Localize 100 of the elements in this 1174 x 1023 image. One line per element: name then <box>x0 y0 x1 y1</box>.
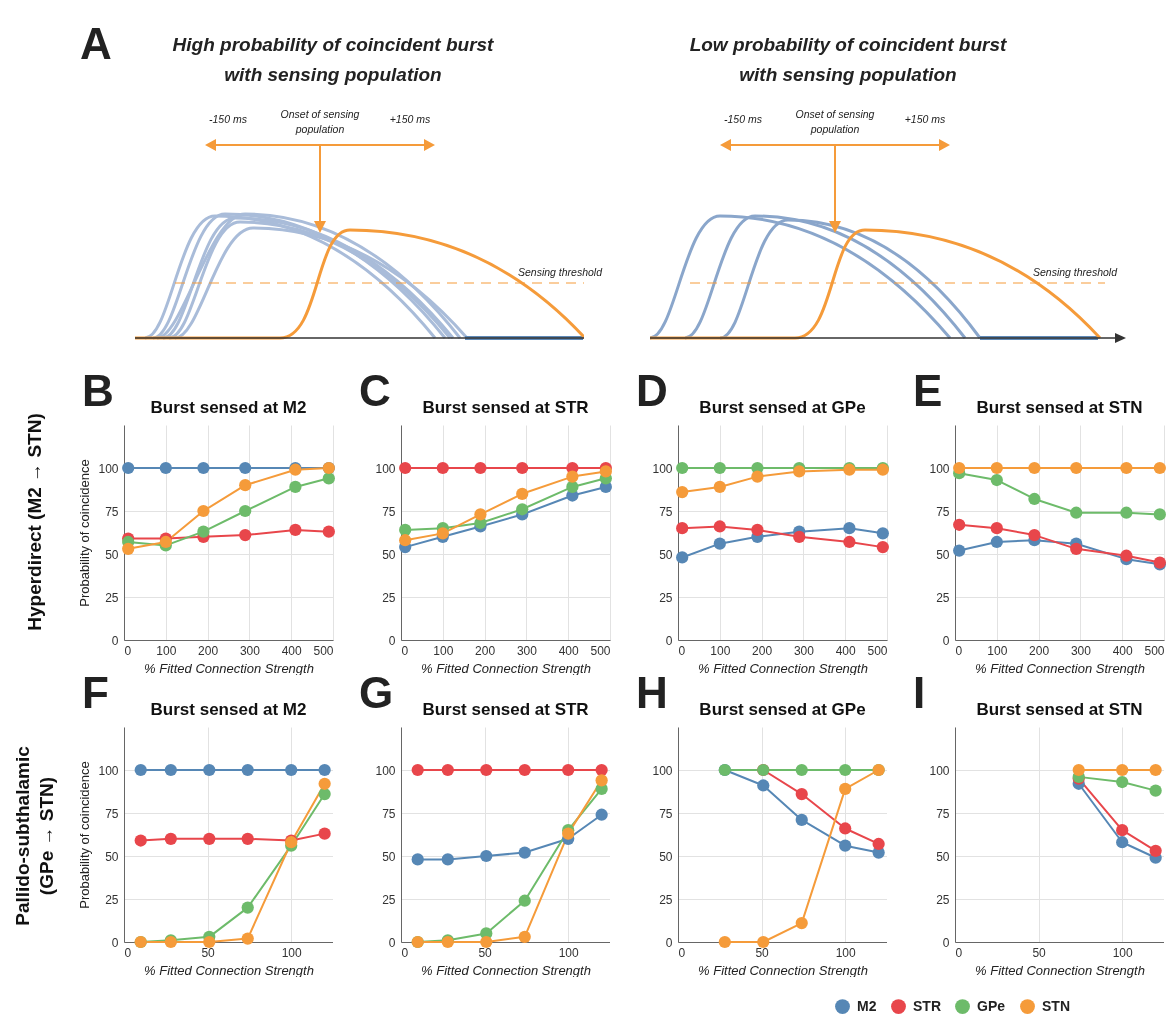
y-axis-title: Probability of coincidence <box>77 761 93 909</box>
x-tick-label: 100 <box>156 643 177 658</box>
y-tick-label: 100 <box>652 763 673 778</box>
x-tick-label: 100 <box>710 643 731 658</box>
y-tick-label: 50 <box>105 547 119 562</box>
y-tick-label: 50 <box>659 547 673 562</box>
y-tick-label: 75 <box>659 806 673 821</box>
y-tick-label: 50 <box>382 849 396 864</box>
text: B <box>82 366 114 415</box>
y-tick-label: 0 <box>111 935 119 950</box>
legend-label: STR <box>913 997 941 1014</box>
text: -150 ms <box>208 112 248 127</box>
x-tick-label: 0 <box>678 643 686 658</box>
legend-label: STN <box>1042 997 1070 1014</box>
x-tick-label: 500 <box>590 643 611 658</box>
y-tick-label: 100 <box>375 763 396 778</box>
y-tick-label: 0 <box>942 633 950 648</box>
y-tick-label: 25 <box>382 892 396 907</box>
y-tick-label: 0 <box>388 935 396 950</box>
chart-title: Burst sensed at GPe <box>699 398 866 417</box>
x-tick-label: 50 <box>201 945 216 960</box>
y-tick-label: 0 <box>665 935 673 950</box>
x-axis-title: % Fitted Connection Strength <box>144 660 314 676</box>
chart-title: Burst sensed at GPe <box>699 700 866 719</box>
x-tick-label: 50 <box>478 945 493 960</box>
y-tick-label: 25 <box>936 590 950 605</box>
y-tick-label: 50 <box>659 849 673 864</box>
chart-title: Burst sensed at STN <box>976 398 1143 417</box>
text: E <box>913 366 943 415</box>
text: High probability of coincident burst with sensing population <box>171 33 495 87</box>
x-tick-label: 400 <box>1112 643 1134 658</box>
y-tick-label: 100 <box>375 461 396 476</box>
x-tick-label: 50 <box>1032 945 1047 960</box>
y-tick-label: 25 <box>936 892 950 907</box>
x-tick-label: 0 <box>124 643 132 658</box>
y-tick-label: 25 <box>105 590 119 605</box>
y-tick-label: 75 <box>382 504 396 519</box>
x-tick-label: 300 <box>516 643 538 658</box>
x-tick-label: 200 <box>198 643 219 658</box>
text: Onset of sensing population <box>279 107 361 137</box>
x-tick-label: 300 <box>1070 643 1092 658</box>
x-tick-label: 500 <box>1144 643 1165 658</box>
text: G <box>359 668 394 717</box>
text: D <box>636 366 668 415</box>
y-tick-label: 75 <box>382 806 396 821</box>
x-tick-label: 200 <box>752 643 773 658</box>
y-tick-label: 50 <box>105 849 119 864</box>
y-tick-label: 50 <box>936 849 950 864</box>
y-tick-label: 0 <box>111 633 119 648</box>
y-tick-label: 50 <box>936 547 950 562</box>
text: H <box>636 668 668 717</box>
y-tick-label: 25 <box>105 892 119 907</box>
y-tick-label: 50 <box>382 547 396 562</box>
y-tick-label: 0 <box>942 935 950 950</box>
x-axis-title: % Fitted Connection Strength <box>144 962 314 978</box>
x-axis-title: % Fitted Connection Strength <box>698 660 868 676</box>
text: A <box>80 19 113 68</box>
text: Pallido-subthalamic (GPe → STN) <box>11 745 58 928</box>
text: I <box>913 668 926 717</box>
y-tick-label: 100 <box>929 461 950 476</box>
legend-label: M2 <box>857 997 877 1014</box>
y-tick-label: 75 <box>659 504 673 519</box>
y-tick-label: 100 <box>652 461 673 476</box>
y-tick-label: 75 <box>105 504 119 519</box>
chart-title: Burst sensed at STR <box>422 398 589 417</box>
x-tick-label: 100 <box>835 945 857 960</box>
y-tick-label: 0 <box>665 633 673 648</box>
legend-label: GPe <box>977 997 1006 1014</box>
text: Hyperdirect (M2 → STN) <box>23 412 46 633</box>
y-tick-label: 75 <box>105 806 119 821</box>
x-tick-label: 300 <box>239 643 261 658</box>
x-tick-label: 0 <box>678 945 686 960</box>
text: Onset of sensing population <box>794 107 876 137</box>
x-tick-label: 100 <box>433 643 454 658</box>
x-tick-label: 0 <box>401 643 409 658</box>
text: Sensing threshold <box>516 265 604 280</box>
y-tick-label: 100 <box>98 763 119 778</box>
x-tick-label: 0 <box>955 643 963 658</box>
x-axis-title: % Fitted Connection Strength <box>698 962 868 978</box>
text: +150 ms <box>903 112 947 127</box>
y-tick-label: 25 <box>659 892 673 907</box>
text: C <box>359 366 391 415</box>
x-tick-label: 50 <box>755 945 770 960</box>
y-tick-label: 75 <box>936 806 950 821</box>
x-tick-label: 100 <box>281 945 303 960</box>
x-tick-label: 200 <box>1029 643 1050 658</box>
x-axis-title: % Fitted Connection Strength <box>975 660 1145 676</box>
x-tick-label: 100 <box>1112 945 1134 960</box>
x-tick-label: 400 <box>835 643 857 658</box>
text: +150 ms <box>388 112 432 127</box>
x-tick-label: 0 <box>124 945 132 960</box>
x-tick-label: 300 <box>793 643 815 658</box>
x-tick-label: 400 <box>281 643 303 658</box>
y-tick-label: 100 <box>929 763 950 778</box>
text: Sensing threshold <box>1031 265 1119 280</box>
x-axis-title: % Fitted Connection Strength <box>975 962 1145 978</box>
y-tick-label: 0 <box>388 633 396 648</box>
y-tick-label: 75 <box>936 504 950 519</box>
x-axis-title: % Fitted Connection Strength <box>421 660 591 676</box>
x-tick-label: 0 <box>401 945 409 960</box>
